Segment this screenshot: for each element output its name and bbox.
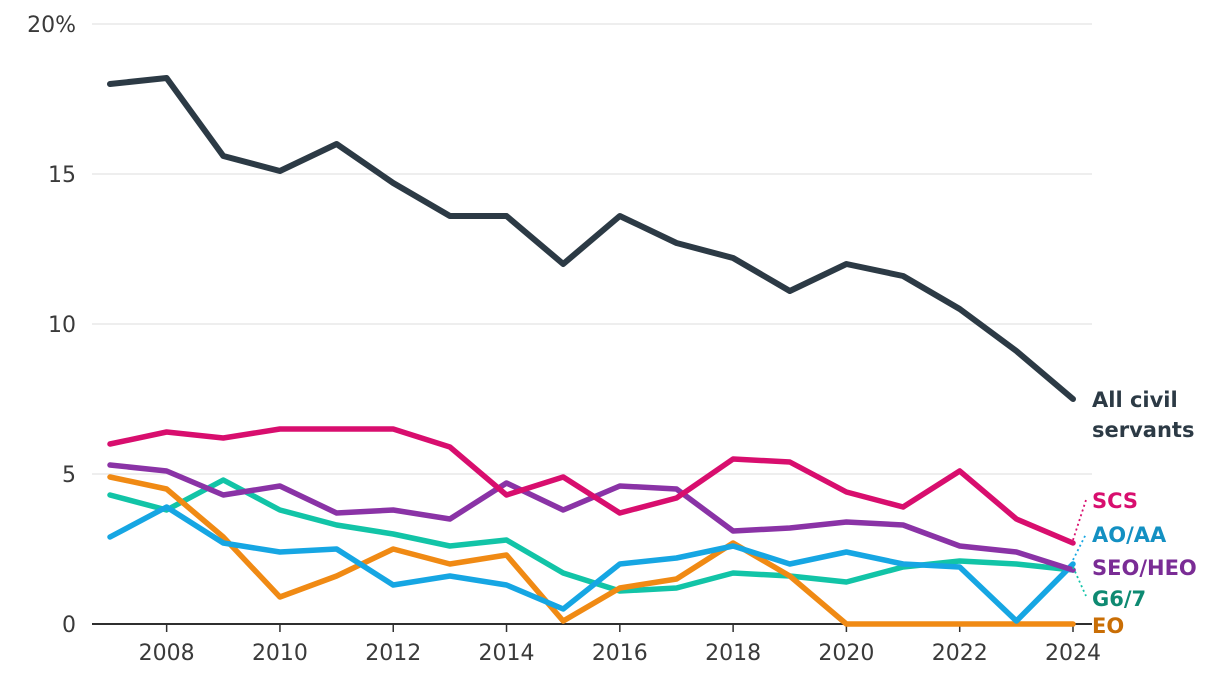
- series-end-labels: G6/7 EO AO/AA SEO/HEO SCS All civil servants: [1072, 388, 1197, 638]
- series-label-seoheo: SEO/HEO: [1092, 556, 1197, 580]
- label-leader-scs: [1072, 499, 1087, 541]
- x-tick-label: 2022: [932, 641, 988, 666]
- series-label-scs: SCS: [1092, 489, 1138, 513]
- series-label-g67: G6/7: [1092, 587, 1146, 611]
- y-tick-label: 20%: [27, 13, 76, 38]
- series-lines: [107, 75, 1076, 627]
- series-line-eo: [107, 474, 1076, 627]
- grid-lines: [92, 23, 1092, 625]
- series-label-all: All civil servants: [1092, 388, 1194, 442]
- y-tick-label: 5: [62, 463, 76, 488]
- y-tick-label: 15: [48, 163, 76, 188]
- x-tick-label: 2008: [139, 641, 195, 666]
- series-line-seoheo: [107, 462, 1076, 573]
- x-tick-label: 2024: [1045, 641, 1101, 666]
- y-axis: 0 5 10 15 20%: [27, 13, 76, 638]
- series-label-aoaa: AO/AA: [1092, 523, 1167, 547]
- x-tick-label: 2020: [818, 641, 874, 666]
- y-tick-label: 10: [48, 313, 76, 338]
- x-axis: 2008 2010 2012 2014 2016 2018 2020 2022 2024: [139, 624, 1101, 666]
- x-tick-label: 2014: [479, 641, 535, 666]
- series-line-scs: [107, 426, 1076, 546]
- x-tick-label: 2010: [252, 641, 308, 666]
- label-leader-g67: [1072, 566, 1087, 597]
- series-line-all: [107, 75, 1076, 402]
- series-label-eo: EO: [1092, 614, 1124, 638]
- series-line-aoaa: [107, 504, 1076, 624]
- x-tick-label: 2016: [592, 641, 648, 666]
- y-tick-label: 0: [62, 613, 76, 638]
- series-label-line: All civil: [1092, 388, 1178, 412]
- x-tick-label: 2012: [365, 641, 421, 666]
- x-tick-label: 2018: [705, 641, 761, 666]
- label-leader-aoaa: [1072, 533, 1087, 561]
- series-label-line: servants: [1092, 418, 1194, 442]
